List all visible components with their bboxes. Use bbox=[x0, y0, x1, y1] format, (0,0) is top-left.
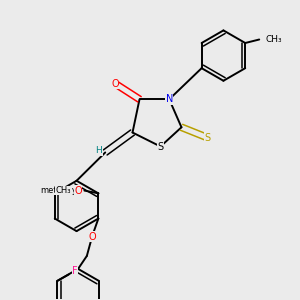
Text: O: O bbox=[74, 186, 82, 196]
Text: CH₃: CH₃ bbox=[266, 35, 282, 44]
Text: CH₃: CH₃ bbox=[56, 186, 71, 195]
Text: F: F bbox=[72, 266, 78, 276]
Text: H: H bbox=[96, 146, 102, 155]
Text: O: O bbox=[88, 232, 96, 242]
Text: S: S bbox=[158, 142, 164, 152]
Text: O: O bbox=[111, 79, 119, 88]
Text: N: N bbox=[166, 94, 173, 104]
Text: methoxy: methoxy bbox=[40, 186, 77, 195]
Text: S: S bbox=[205, 133, 211, 143]
